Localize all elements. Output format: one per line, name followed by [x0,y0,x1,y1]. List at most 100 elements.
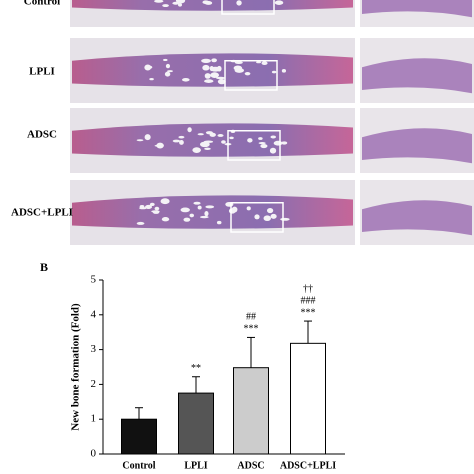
marrow-space [175,0,186,4]
marrow-space [281,69,287,73]
y-tick-label: 0 [91,448,97,460]
marrow-space [154,206,160,211]
tissue-band [72,123,353,157]
marrow-space [202,64,210,71]
marrow-space [136,221,145,225]
marrow-space [205,131,213,135]
x-tick-label: LPLI [184,460,207,471]
marrow-space [210,72,220,78]
marrow-space [216,76,226,80]
marrow-space [204,79,214,83]
marrow-space [204,1,213,5]
zoom-box [224,60,278,91]
marrow-space [162,4,169,8]
bar [290,342,326,455]
marrow-space [177,3,183,7]
marrow-space [163,58,168,62]
significance-mark: ** [191,363,201,374]
marrow-space [263,215,271,222]
marrow-space [280,217,290,221]
bar-chart: 0 1 2 3 4 5 New bone formation (Fold) Control **… [70,274,345,471]
marrow-space [246,206,251,211]
marrow-space [189,213,195,218]
marrow-space [234,61,243,64]
marrow-space [254,214,260,220]
x-tick-label: ADSC [237,460,264,471]
row-label: ADSC [27,129,57,141]
marrow-space [274,0,284,5]
marrow-space [145,204,153,210]
marrow-space [183,217,191,222]
marrow-space [211,58,217,63]
significance-mark: ### [301,295,316,306]
marrow-space [164,71,171,77]
marrow-space [144,64,152,71]
significance-mark: ## [246,312,256,323]
x-tick-label: ADSC+LPLI [280,460,336,471]
marrow-space [273,140,283,146]
marrow-space [204,147,211,150]
marrow-space [205,205,215,209]
marrow-space [154,0,164,3]
marrow-space [236,0,242,6]
marrow-space [260,143,268,149]
marrow-space [187,127,192,133]
significance-mark: †† [303,283,313,294]
bar [233,367,269,455]
marrow-space [266,207,274,214]
marrow-space [197,205,202,210]
zoom-box [230,202,284,233]
marrow-space [204,73,211,79]
y-tick-label: 3 [91,343,97,355]
y-axis-label: New bone formation (Fold) [70,303,82,431]
marrow-space [149,202,155,207]
y-tick-label: 5 [91,274,97,286]
tissue-band [72,195,353,229]
marrow-space [199,141,210,148]
marrow-space [228,208,236,214]
tissue-detail [362,0,472,18]
marrow-space [156,142,164,149]
marrow-space [139,205,145,209]
marrow-space [261,61,268,66]
marrow-space [217,78,226,85]
marrow-space [247,138,253,143]
row-label: Control [24,0,60,8]
marrow-space [256,61,262,64]
bar [121,418,157,455]
panel-label: B [40,260,48,274]
marrow-space [233,65,243,71]
marrow-space [165,63,171,69]
row-label: LPLI [29,66,55,78]
marrow-space [192,147,201,153]
marrow-space [178,135,185,139]
marrow-space [200,215,209,219]
marrow-space [149,78,154,81]
marrow-space [270,135,276,139]
y-tick-label: 1 [91,413,97,425]
marrow-space [136,139,144,142]
marrow-space [167,70,173,73]
tissue-detail [362,58,472,94]
marrow-space [269,147,277,154]
marrow-space [210,66,220,72]
marrow-space [179,140,184,145]
zoom-box [227,130,281,161]
row-label: ADSC+LPLI [11,207,73,219]
marrow-space [201,58,211,63]
marrow-space [258,137,263,140]
y-tick-label: 4 [91,308,97,320]
marrow-space [281,141,288,145]
marrow-space [216,220,222,225]
zoom-box [221,0,275,15]
marrow-space [258,141,266,145]
y-tick-label: 2 [91,378,97,390]
marrow-space [270,213,277,219]
marrow-space [221,140,226,144]
marrow-space [217,134,224,137]
marrow-space [271,70,277,74]
significance-mark: *** [244,324,259,335]
tissue-detail [362,200,472,236]
tissue-detail [362,128,472,164]
